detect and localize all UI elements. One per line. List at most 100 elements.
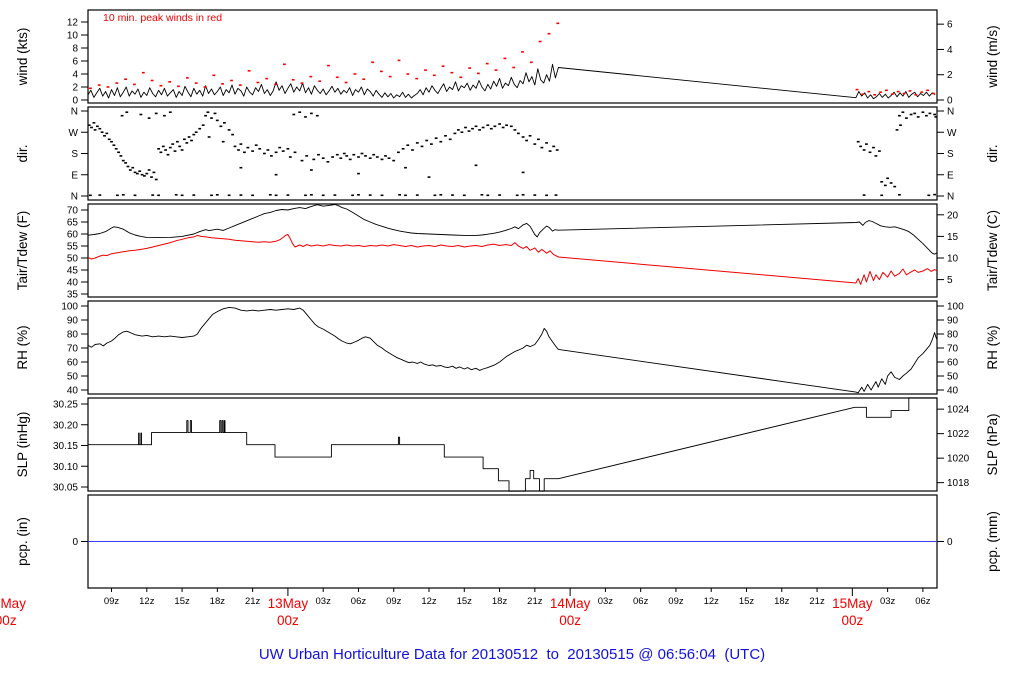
wind-direction-dots-point <box>889 182 893 184</box>
pcp-right-tick-label: 0 <box>947 537 953 548</box>
wind-direction-dots-point <box>540 146 544 149</box>
wind-direction-dots-point <box>439 194 443 196</box>
pcp-right-axis-title: pcp. (mm) <box>985 511 1000 572</box>
wind-peak-dots-point <box>168 81 172 83</box>
wind-direction-dots-point <box>375 156 379 158</box>
pcp-left-tick-label: 0 <box>72 537 78 548</box>
dir-right-tick-label: E <box>947 170 954 181</box>
wind-peak-dots-point <box>879 91 882 93</box>
x-day-label-hour: 00z <box>277 613 299 628</box>
wind-peak-dots-point <box>89 87 92 90</box>
wind-peak-dots-point <box>238 84 242 86</box>
wind-peak-dots-point <box>309 75 313 78</box>
wind-direction-dots-point <box>210 194 213 197</box>
wind-direction-dots-point <box>331 156 334 158</box>
wind-direction-dots-point <box>895 129 899 131</box>
rh-panel-frame <box>87 300 938 395</box>
wind-direction-dots-point <box>898 194 901 196</box>
wind-direction-dots-point <box>274 151 278 154</box>
wind-direction-dots-point <box>114 148 118 150</box>
wind-direction-dots-point <box>116 194 119 197</box>
slp-left-tick-label: 30.10 <box>53 462 78 473</box>
wind-direction-dots-point <box>246 146 250 149</box>
wind-direction-dots-point <box>872 146 875 149</box>
wind-direction-dots-point <box>233 145 237 148</box>
wind-direction-dots-point <box>125 111 129 113</box>
wind-direction-dots-point <box>415 194 419 196</box>
wind-direction-dots-point <box>154 112 158 115</box>
pcp-left-axis-title: pcp. (in) <box>15 517 30 566</box>
wind-direction-dots-point <box>521 194 525 196</box>
wind-direction-dots-point <box>444 135 447 137</box>
rh-left-tick-label: 90 <box>67 316 79 327</box>
wind-direction-dots-point <box>480 194 484 196</box>
wind-direction-dots-point <box>321 157 325 159</box>
wind-peak-dots-point <box>97 84 101 86</box>
wind-direction-dots-point <box>288 156 292 158</box>
wind-peak-dots-point <box>529 61 533 64</box>
wind-direction-dots-point <box>194 131 198 133</box>
rh-left-tick-label: 80 <box>67 330 79 341</box>
wind-left-tick-label: 4 <box>72 70 78 81</box>
wind-direction-dots-point <box>404 194 407 197</box>
wind-direction-dots-point <box>925 114 928 117</box>
wind-direction-dots-point <box>147 117 151 119</box>
wind-peak-dots-point <box>415 77 419 80</box>
x-day-label: 13May <box>268 596 309 611</box>
wind-peak-dots-point <box>920 91 924 93</box>
slp-panel-frame <box>87 397 938 492</box>
temp-right-tick-label: 10 <box>947 254 959 265</box>
wind-direction-dots-point <box>352 153 356 156</box>
wind-left-tick-label: 6 <box>72 57 78 68</box>
wind-direction-dots-point <box>180 194 184 197</box>
wind-peak-dots-point <box>106 86 110 88</box>
wind-direction-dots-point <box>351 194 354 197</box>
slp-left-tick-label: 30.25 <box>53 400 78 411</box>
wind-direction-dots-point <box>321 194 325 197</box>
wind-direction-dots-point <box>159 151 163 154</box>
wind-direction-dots-point <box>133 194 137 197</box>
wind-left-tick-label: 2 <box>72 83 78 94</box>
wind-direction-dots-point <box>157 194 160 197</box>
wind-direction-dots-point <box>96 125 99 128</box>
relative-humidity-trace <box>87 306 938 394</box>
wind-peak-dots-point <box>159 84 163 87</box>
wind-direction-dots-point <box>157 148 160 150</box>
wind-direction-dots-point <box>404 166 407 169</box>
wind-direction-dots-point <box>448 138 452 141</box>
temp-panel-frame <box>87 203 938 298</box>
wind-direction-dots-point <box>210 117 213 119</box>
wind-peak-dots-point <box>441 65 445 67</box>
wind-direction-dots-point <box>865 143 868 145</box>
wind-direction-dots-point <box>883 184 887 187</box>
x-tick-label: 15z <box>457 596 473 607</box>
wind-direction-dots-point <box>304 116 307 118</box>
wind-direction-dots-point <box>387 157 391 159</box>
wind-direction-dots-point <box>368 157 372 159</box>
slp-right-axis-title: SLP (hPa) <box>985 413 1000 475</box>
wind-direction-dots-point <box>380 194 384 197</box>
wind-peak-dots-point <box>133 83 136 86</box>
x-tick-label: 15z <box>174 596 190 607</box>
wind-direction-dots-point <box>401 148 405 150</box>
wind-direction-dots-point <box>360 152 364 155</box>
wind-direction-dots-point <box>464 126 467 129</box>
slp-right-tick-label: 1018 <box>947 478 970 489</box>
x-tick-label: 12z <box>704 596 720 607</box>
wind-direction-dots-point <box>406 144 410 146</box>
wind-direction-dots-point <box>909 113 913 116</box>
wind-peak-dots-point <box>861 93 865 95</box>
wind-direction-dots-point <box>899 124 902 126</box>
wind-peak-dots-point <box>424 69 427 71</box>
wind-direction-dots-point <box>206 111 210 113</box>
wind-left-tick-label: 0 <box>72 96 78 107</box>
wind-direction-dots-point <box>317 153 320 156</box>
wind-direction-dots-point <box>124 162 127 164</box>
wind-direction-dots-point <box>439 140 443 143</box>
wind-direction-dots-point <box>916 116 920 118</box>
wind-direction-dots-point <box>266 149 270 151</box>
wind-peak-dots-point <box>344 81 348 84</box>
wind-direction-dots-point <box>462 194 466 197</box>
wind-direction-dots-point <box>928 112 932 115</box>
dewpoint-temperature-trace <box>87 234 938 285</box>
